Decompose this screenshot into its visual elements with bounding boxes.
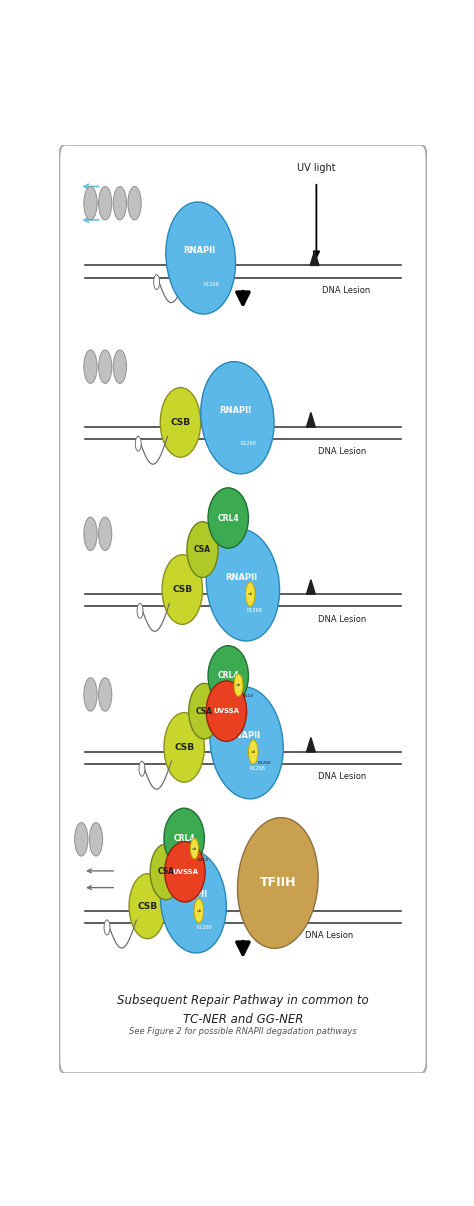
Text: UV light: UV light [297,163,336,172]
Text: DNA Lesion: DNA Lesion [318,447,366,456]
Text: DNA Lesion: DNA Lesion [318,615,366,624]
Ellipse shape [129,873,166,938]
Ellipse shape [210,686,283,798]
Text: K1268: K1268 [246,608,262,614]
Polygon shape [307,580,315,595]
Circle shape [99,517,112,550]
Ellipse shape [160,387,201,457]
Text: CSA: CSA [157,867,174,877]
Text: TFIIH: TFIIH [260,877,296,890]
Text: RNAPII: RNAPII [183,246,215,256]
Ellipse shape [208,645,248,706]
Circle shape [99,350,112,384]
Ellipse shape [150,844,182,900]
Ellipse shape [164,808,204,868]
Circle shape [248,740,258,765]
Ellipse shape [206,528,280,640]
Circle shape [104,920,110,935]
Text: RNAPII: RNAPII [219,405,252,415]
Ellipse shape [237,818,318,948]
Text: UVSSA: UVSSA [213,708,239,714]
Ellipse shape [201,362,274,474]
Circle shape [113,350,127,384]
Circle shape [84,678,97,712]
Circle shape [137,603,143,619]
Circle shape [154,275,160,289]
Text: CSB: CSB [172,585,192,595]
Ellipse shape [206,681,246,742]
Circle shape [75,822,88,856]
Text: K414: K414 [243,695,254,698]
Polygon shape [310,251,319,265]
Circle shape [84,187,97,219]
Ellipse shape [208,488,248,549]
Circle shape [234,674,243,696]
Polygon shape [307,412,315,427]
Text: CRL4: CRL4 [173,833,195,843]
Circle shape [90,822,102,856]
Ellipse shape [160,850,226,953]
Text: K1268: K1268 [241,441,256,446]
Text: CSA: CSA [196,707,213,715]
Polygon shape [293,896,302,911]
Text: K414: K414 [198,857,209,862]
Circle shape [128,187,141,219]
Text: See Figure 2 for possible RNAPII degadation pathways: See Figure 2 for possible RNAPII degadat… [129,1026,357,1036]
Text: RNAPII: RNAPII [225,573,257,582]
Text: Subsequent Repair Pathway in common to
TC-NER and GG-NER: Subsequent Repair Pathway in common to T… [117,995,369,1026]
Text: K1268: K1268 [204,281,219,287]
Circle shape [84,517,97,550]
Text: RNAPII: RNAPII [228,731,261,739]
Text: CSB: CSB [171,417,191,427]
Text: K1268: K1268 [250,766,265,772]
Ellipse shape [189,684,220,739]
Text: CSB: CSB [137,902,157,911]
Ellipse shape [164,842,205,902]
Ellipse shape [162,555,202,625]
Text: CRL4: CRL4 [218,672,239,680]
Text: ub: ub [236,683,241,687]
Circle shape [135,437,141,451]
Circle shape [139,761,145,777]
Text: DNA Lesion: DNA Lesion [322,286,370,295]
Circle shape [246,582,255,607]
Text: K1268: K1268 [258,761,272,765]
Text: ub: ub [196,909,201,913]
Circle shape [84,350,97,384]
Text: DNA Lesion: DNA Lesion [305,931,353,941]
Text: ub: ub [247,592,253,596]
Circle shape [99,187,112,219]
Text: CSA: CSA [194,545,211,554]
Text: CRL4: CRL4 [218,514,239,522]
Circle shape [191,838,199,859]
Circle shape [113,187,127,219]
Text: UVSSA: UVSSA [172,868,198,874]
Text: RNAPII: RNAPII [175,890,208,898]
Ellipse shape [187,522,218,578]
Polygon shape [307,738,315,753]
Ellipse shape [164,713,204,783]
Text: ub: ub [192,847,197,850]
FancyBboxPatch shape [59,145,427,1073]
Ellipse shape [166,201,236,314]
Text: ub: ub [251,750,256,754]
Circle shape [99,678,112,712]
Text: K1268: K1268 [197,925,212,930]
Text: DNA Lesion: DNA Lesion [318,773,366,781]
Circle shape [194,898,204,923]
Text: CSB: CSB [174,743,194,751]
